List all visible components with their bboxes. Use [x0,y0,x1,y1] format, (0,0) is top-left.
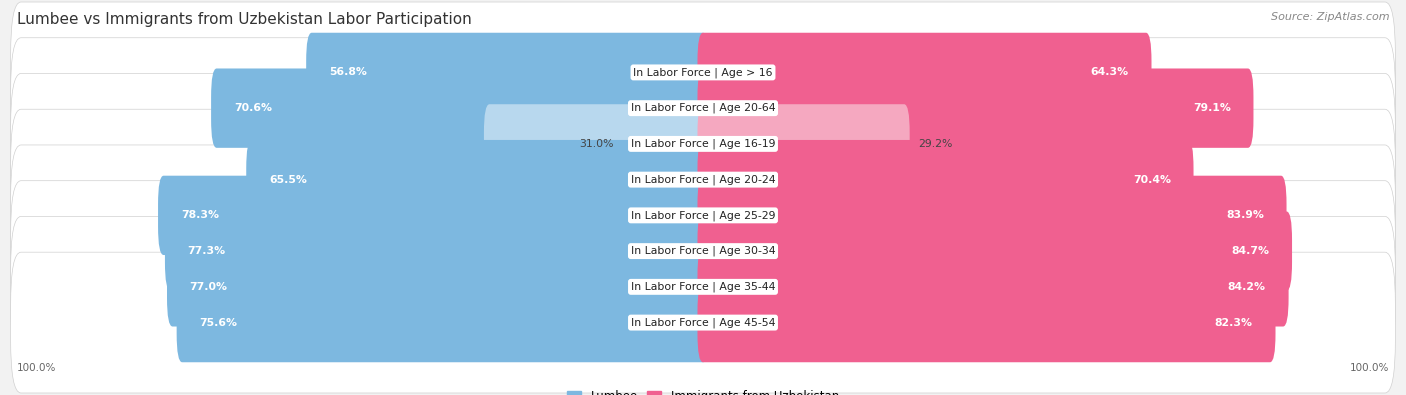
FancyBboxPatch shape [211,68,709,148]
FancyBboxPatch shape [167,247,709,327]
Text: In Labor Force | Age 35-44: In Labor Force | Age 35-44 [631,282,775,292]
Text: 75.6%: 75.6% [200,318,238,327]
FancyBboxPatch shape [697,104,910,184]
FancyBboxPatch shape [246,140,709,219]
FancyBboxPatch shape [11,252,1395,393]
FancyBboxPatch shape [697,283,1275,362]
Text: 31.0%: 31.0% [579,139,613,149]
Text: 83.9%: 83.9% [1226,211,1264,220]
Text: 100.0%: 100.0% [17,363,56,373]
FancyBboxPatch shape [11,38,1395,179]
Text: Source: ZipAtlas.com: Source: ZipAtlas.com [1271,12,1389,22]
FancyBboxPatch shape [484,104,709,184]
Text: 64.3%: 64.3% [1091,68,1129,77]
Text: Lumbee vs Immigrants from Uzbekistan Labor Participation: Lumbee vs Immigrants from Uzbekistan Lab… [17,12,471,27]
FancyBboxPatch shape [697,68,1254,148]
Text: In Labor Force | Age 45-54: In Labor Force | Age 45-54 [631,317,775,328]
Text: 56.8%: 56.8% [329,68,367,77]
FancyBboxPatch shape [157,176,709,255]
Text: In Labor Force | Age 20-24: In Labor Force | Age 20-24 [631,174,775,185]
FancyBboxPatch shape [11,145,1395,286]
Text: In Labor Force | Age 25-29: In Labor Force | Age 25-29 [631,210,775,221]
FancyBboxPatch shape [11,109,1395,250]
FancyBboxPatch shape [697,247,1289,327]
Text: 70.4%: 70.4% [1133,175,1171,184]
Text: 77.3%: 77.3% [187,246,226,256]
FancyBboxPatch shape [11,216,1395,357]
FancyBboxPatch shape [307,33,709,112]
Text: 82.3%: 82.3% [1215,318,1253,327]
FancyBboxPatch shape [177,283,709,362]
Text: 70.6%: 70.6% [233,103,271,113]
Text: 77.0%: 77.0% [190,282,228,292]
Text: In Labor Force | Age > 16: In Labor Force | Age > 16 [633,67,773,78]
Text: In Labor Force | Age 30-34: In Labor Force | Age 30-34 [631,246,775,256]
FancyBboxPatch shape [697,140,1194,219]
Text: 65.5%: 65.5% [269,175,307,184]
FancyBboxPatch shape [11,181,1395,322]
FancyBboxPatch shape [697,211,1292,291]
Text: 84.2%: 84.2% [1227,282,1265,292]
FancyBboxPatch shape [11,73,1395,214]
Text: In Labor Force | Age 16-19: In Labor Force | Age 16-19 [631,139,775,149]
Text: 79.1%: 79.1% [1192,103,1230,113]
FancyBboxPatch shape [165,211,709,291]
FancyBboxPatch shape [11,2,1395,143]
Legend: Lumbee, Immigrants from Uzbekistan: Lumbee, Immigrants from Uzbekistan [562,385,844,395]
FancyBboxPatch shape [697,176,1286,255]
Text: 29.2%: 29.2% [918,139,952,149]
Text: 84.7%: 84.7% [1232,246,1270,256]
Text: 100.0%: 100.0% [1350,363,1389,373]
FancyBboxPatch shape [697,33,1152,112]
Text: In Labor Force | Age 20-64: In Labor Force | Age 20-64 [631,103,775,113]
Text: 78.3%: 78.3% [181,211,219,220]
